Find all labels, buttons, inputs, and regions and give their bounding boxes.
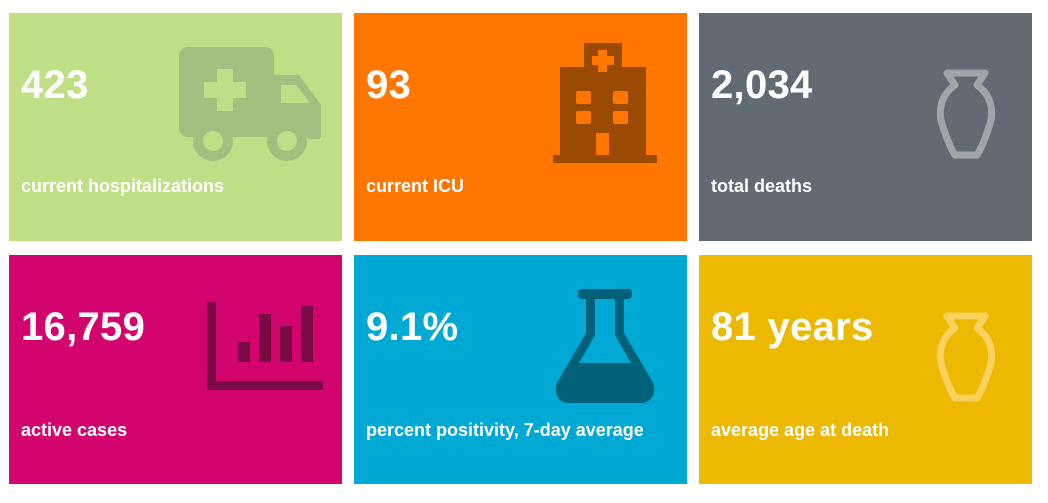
stat-tile-percent-positivity: 9.1% percent positivity, 7-day average: [354, 255, 687, 484]
stat-value: 2,034: [711, 63, 813, 107]
stat-value: 16,759: [21, 305, 146, 349]
stat-tile-active-cases: 16,759 active cases: [9, 255, 342, 484]
stat-tile-average-age-at-death: 81 years average age at death: [699, 255, 1032, 484]
urn-icon: [936, 69, 996, 159]
stat-label: current ICU: [366, 176, 465, 196]
stat-label: current hospitalizations: [21, 176, 225, 196]
stat-value: 9.1%: [366, 305, 459, 349]
flask-icon: [555, 289, 655, 403]
stat-value: 93: [366, 63, 412, 107]
stat-tile-icu: 93 current ICU: [354, 13, 687, 241]
stat-label: percent positivity, 7-day average: [366, 420, 644, 440]
stat-tile-total-deaths: 2,034 total deaths: [699, 13, 1032, 241]
stat-label: average age at death: [711, 420, 890, 440]
bar-chart-icon: [207, 302, 323, 390]
urn-icon: [936, 312, 996, 402]
stat-tile-hospitalizations: 423 current hospitalizations: [9, 13, 342, 241]
ambulance-icon: [179, 47, 321, 161]
stat-label: total deaths: [711, 176, 813, 196]
hospital-building-icon: [553, 43, 657, 163]
stat-label: active cases: [21, 420, 128, 440]
stat-value: 81 years: [711, 305, 874, 349]
stat-value: 423: [21, 63, 89, 107]
